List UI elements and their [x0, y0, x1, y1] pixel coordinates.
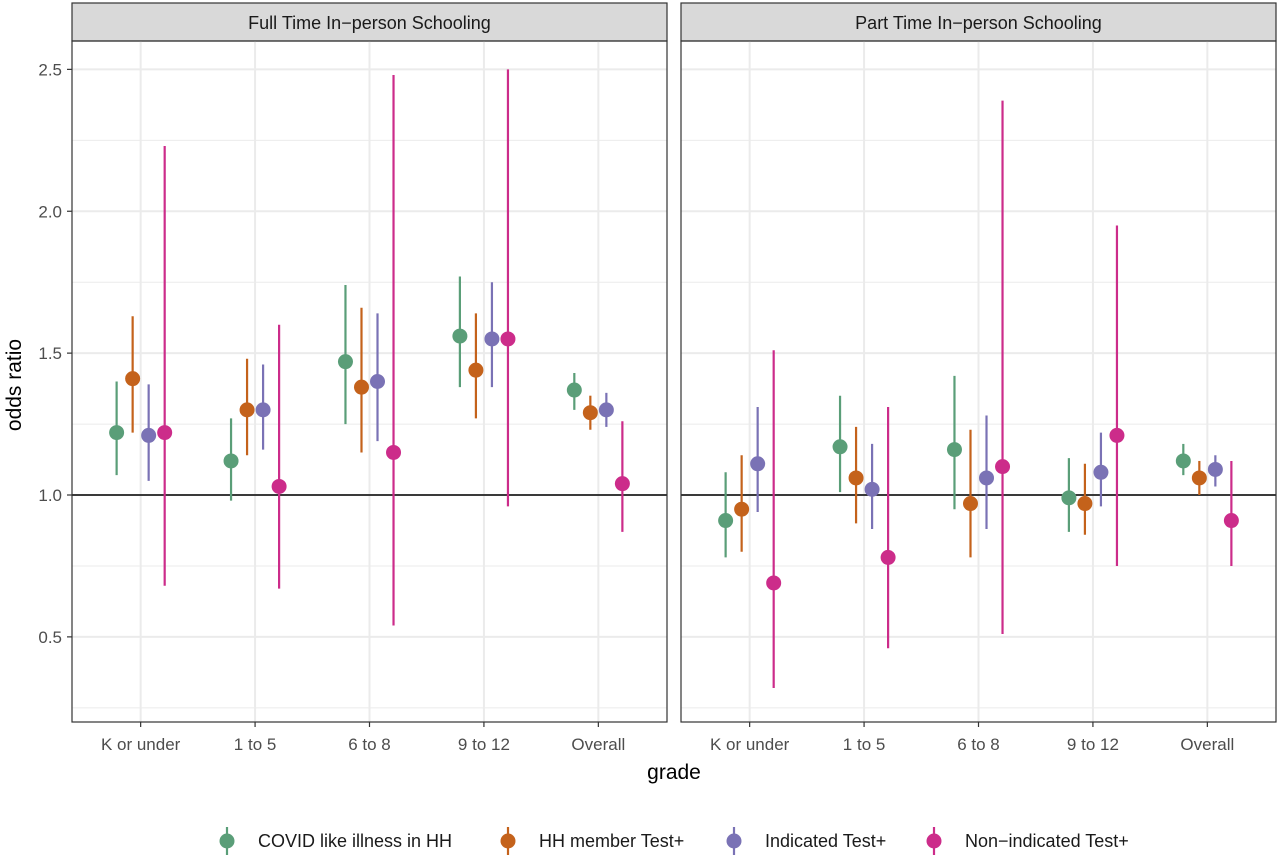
point: [1061, 490, 1077, 506]
point: [1207, 461, 1223, 477]
legend-label: HH member Test+: [539, 831, 684, 851]
legend-key-point: [726, 833, 742, 849]
point: [566, 382, 582, 398]
point: [500, 331, 516, 347]
point: [848, 470, 864, 486]
x-tick-label: 6 to 8: [348, 735, 391, 754]
legend-item: Non−indicated Test+: [926, 827, 1129, 855]
grid: [681, 41, 1276, 722]
legend-key-point: [926, 833, 942, 849]
y-tick-label: 2.0: [38, 202, 62, 221]
facet-title: Part Time In−person Schooling: [855, 13, 1102, 33]
point: [734, 501, 750, 517]
y-axis-label: odds ratio: [3, 339, 26, 431]
point: [1077, 496, 1093, 512]
x-tick-label: 6 to 8: [957, 735, 1000, 754]
point: [1223, 513, 1239, 529]
x-tick-label: 9 to 12: [458, 735, 510, 754]
point: [255, 402, 271, 418]
point: [1109, 427, 1125, 443]
facet-panel: Full Time In−person Schooling K or under 1…: [71, 2, 668, 754]
point: [141, 427, 157, 443]
point: [239, 402, 255, 418]
point: [452, 328, 468, 344]
facet-strip: [71, 2, 668, 42]
facet-title: Full Time In−person Schooling: [248, 13, 491, 33]
point: [337, 354, 353, 370]
point: [582, 405, 598, 421]
y-tick-label: 0.5: [38, 628, 62, 647]
y-tick-label: 1.5: [38, 344, 62, 363]
point: [484, 331, 500, 347]
x-tick-label: Overall: [571, 735, 625, 754]
point: [864, 481, 880, 497]
point: [1191, 470, 1207, 486]
y-axis: 0.5 1.0 1.5 2.0 2.5: [38, 60, 72, 647]
x-tick-label: K or under: [101, 735, 181, 754]
y-tick-label: 1.0: [38, 486, 62, 505]
x-tick-label: K or under: [710, 735, 790, 754]
x-axis-label: grade: [647, 761, 701, 784]
legend-key-point: [500, 833, 516, 849]
point: [995, 459, 1011, 475]
point: [962, 496, 978, 512]
legend-key-point: [219, 833, 235, 849]
point: [125, 371, 141, 387]
point: [750, 456, 766, 472]
facet-strip: [680, 2, 1277, 42]
legend-label: COVID like illness in HH: [258, 831, 452, 851]
x-tick-label: 1 to 5: [234, 735, 277, 754]
legend-item: HH member Test+: [500, 827, 684, 855]
legend-label: Indicated Test+: [765, 831, 886, 851]
point: [370, 374, 386, 389]
x-tick-label: Overall: [1180, 735, 1234, 754]
point: [386, 444, 402, 460]
point: [766, 575, 782, 591]
panels: Full Time In−person Schooling K or under 1…: [71, 2, 1277, 754]
point: [271, 478, 287, 494]
facet-panel: Part Time In−person Schooling K or under 1…: [680, 2, 1277, 754]
point: [832, 439, 848, 455]
grid: [72, 41, 667, 722]
x-tick-label: 1 to 5: [843, 735, 886, 754]
y-tick-label: 2.5: [38, 60, 62, 79]
legend-item: Indicated Test+: [726, 827, 886, 855]
point: [157, 425, 173, 441]
point: [1175, 453, 1191, 469]
point: [614, 476, 630, 492]
point: [979, 470, 995, 486]
point: [109, 425, 125, 441]
legend-label: Non−indicated Test+: [965, 831, 1129, 851]
legend: COVID like illness in HH HH member Test+ I…: [219, 827, 1129, 855]
point: [880, 549, 896, 565]
x-tick-label: 9 to 12: [1067, 735, 1119, 754]
point: [598, 402, 614, 418]
point: [718, 513, 734, 529]
point: [468, 362, 484, 378]
point: [223, 453, 239, 469]
point: [946, 442, 962, 458]
point: [1093, 464, 1109, 480]
legend-item: COVID like illness in HH: [219, 827, 452, 855]
point: [353, 379, 369, 395]
